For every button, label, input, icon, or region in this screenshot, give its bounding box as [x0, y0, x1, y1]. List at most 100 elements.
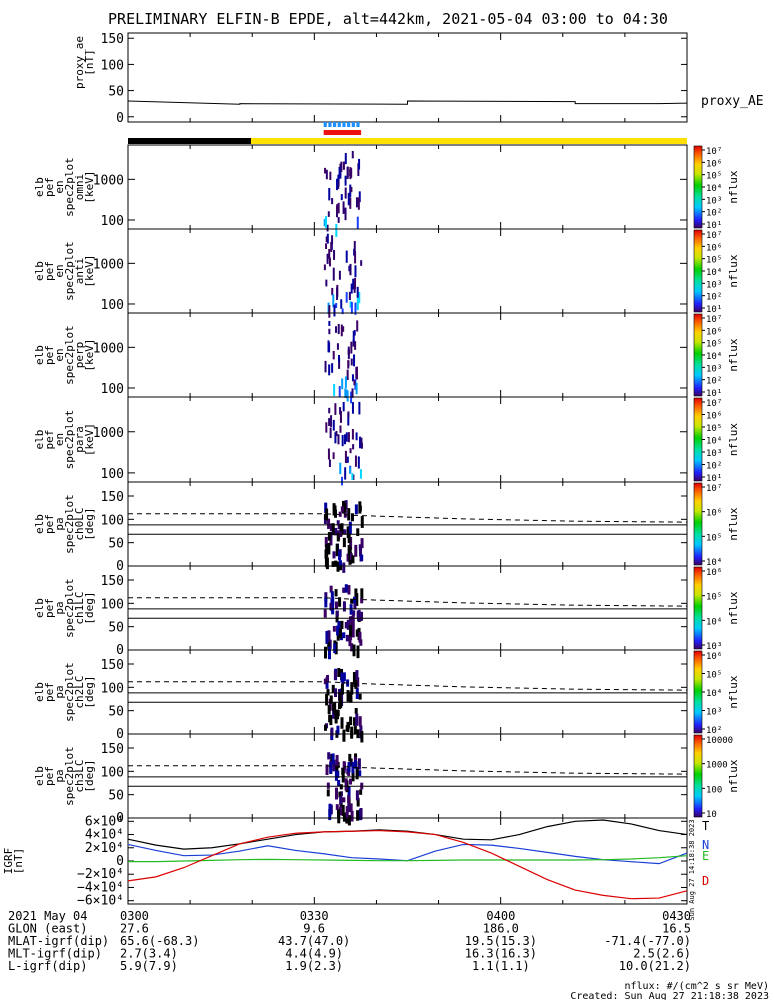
anti-cell: [349, 301, 352, 308]
ch0LC-cell: [342, 537, 346, 548]
colorbar-tick-label: 10³: [706, 642, 722, 652]
para-cell: [354, 455, 357, 467]
omni-cell: [357, 197, 360, 210]
ch0LC-cell: [331, 523, 335, 536]
y-axis-label: pef: [43, 177, 56, 197]
y-axis-label: omni: [73, 174, 86, 201]
ch3LC-cell: [359, 807, 363, 820]
para-cell: [332, 419, 335, 431]
ch1LC-cell: [329, 585, 333, 593]
ch3LC-cell: [327, 752, 331, 760]
y-tick-label: 50: [108, 85, 124, 100]
y-tick-label: 100: [101, 513, 124, 528]
anti-loss-cone-line: [128, 681, 688, 691]
colorbar: [693, 313, 703, 397]
para-cell: [328, 407, 331, 414]
para-cell: [352, 444, 355, 450]
perp-cell: [327, 340, 330, 353]
y-axis-label: elb: [33, 766, 46, 786]
x-row-label: MLT-igrf(dip): [8, 947, 102, 961]
ch2LC-cell: [340, 683, 344, 695]
ch1LC-cell: [355, 629, 359, 637]
para-cell: [351, 473, 354, 481]
para-cell: [360, 437, 363, 445]
y-tick-label: 1000: [93, 173, 124, 188]
para-cell: [357, 456, 360, 469]
y-axis-label: en: [53, 264, 66, 277]
y-axis-label: ch3LC: [73, 759, 86, 792]
y-axis-label: spec2plot: [63, 662, 76, 722]
y-tick-label: 100: [101, 765, 124, 780]
y-tick-label: 0: [116, 643, 124, 658]
x-row-value: 2.7(3.4): [120, 947, 178, 961]
ch0LC-cell: [360, 516, 364, 528]
ch2LC-cell: [346, 690, 350, 702]
y-axis-label: [keV]: [83, 338, 96, 371]
y-axis-label: ch1LC: [73, 591, 86, 624]
y-axis-label: proxy_ae: [73, 36, 86, 89]
perp-cell: [345, 389, 348, 397]
ch3LC-cell: [337, 779, 341, 787]
ch1LC-cell: [348, 635, 352, 647]
y-tick-label: 150: [101, 32, 124, 47]
para-cell: [344, 467, 347, 480]
x-row-value: 1.9(2.3): [285, 959, 343, 973]
perp-cell: [354, 341, 357, 350]
ch3LC-cell: [341, 804, 345, 816]
ch2LC-cell: [337, 668, 341, 677]
omni-cell: [358, 191, 361, 203]
perp-cell: [342, 326, 345, 332]
omni-cell: [357, 163, 360, 177]
ch3LC-cell: [328, 803, 332, 816]
y-axis-label: elb: [33, 430, 46, 450]
colorbar-tick-label: 10⁷: [706, 315, 722, 325]
ch2LC-cell: [326, 689, 330, 696]
ch0LC-cell: [347, 508, 351, 521]
y-tick-label: 0: [116, 111, 124, 126]
burst-segment: [328, 122, 332, 127]
ch0LC-cell: [343, 529, 347, 535]
x-row-label: 2021 May 04: [8, 909, 87, 923]
ch2LC-cell: [333, 702, 337, 714]
colorbar-label: nflux: [727, 507, 740, 540]
y-tick-label: 50: [108, 789, 124, 804]
ch3LC-cell: [357, 758, 361, 770]
panels: 150100500proxy_AEproxy_ae[nT]1000100elbp…: [2, 32, 764, 920]
x-axis-annotation: 2021 May 04 0300 0330 0400 0430 GLON (east) 27…: [8, 909, 691, 973]
y-tick-label: 0: [116, 811, 124, 826]
ch2LC-cell: [325, 677, 329, 689]
perp-cell: [337, 323, 340, 335]
fast-survey-bar: [323, 130, 362, 135]
y-axis-label: pa: [53, 769, 66, 782]
perp-cell: [338, 357, 341, 369]
anti-cell: [333, 304, 336, 317]
y-axis-label: en: [53, 433, 66, 446]
ch2LC-cell: [349, 691, 353, 703]
ch3LC-cell: [339, 791, 343, 797]
ch3LC-cell: [345, 814, 349, 824]
colorbar: [693, 650, 703, 734]
ch2LC-cell: [329, 695, 333, 704]
ch1LC-cell: [332, 625, 336, 632]
ch0LC-cell: [329, 532, 333, 546]
y-axis-label: pef: [43, 766, 56, 786]
para-cell: [341, 476, 344, 486]
anti-frame: [127, 228, 688, 314]
perp-cell: [347, 360, 350, 369]
omni-cell: [340, 161, 343, 172]
omni-cell: [355, 197, 358, 208]
omni-cell: [349, 169, 352, 177]
ch3LC-cell: [351, 761, 355, 774]
anti-cell: [360, 260, 363, 266]
omni-cell: [358, 158, 361, 170]
y-tick-label: 4×10⁴: [85, 828, 124, 843]
para-frame: [127, 396, 688, 483]
colorbar-tick-label: 10²: [706, 209, 722, 219]
ch1LC-cell: [327, 641, 331, 650]
colorbar-tick-label: 10³: [706, 708, 722, 718]
x-row-value: 186.0: [483, 922, 519, 936]
anti-cell: [356, 297, 359, 311]
ch1LC-cell: [345, 634, 349, 642]
anti-cell: [331, 235, 334, 245]
